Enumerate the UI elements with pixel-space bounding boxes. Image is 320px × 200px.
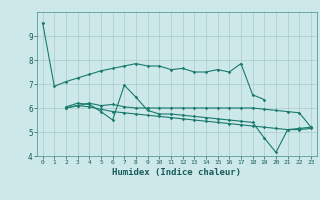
X-axis label: Humidex (Indice chaleur): Humidex (Indice chaleur) — [112, 168, 241, 177]
